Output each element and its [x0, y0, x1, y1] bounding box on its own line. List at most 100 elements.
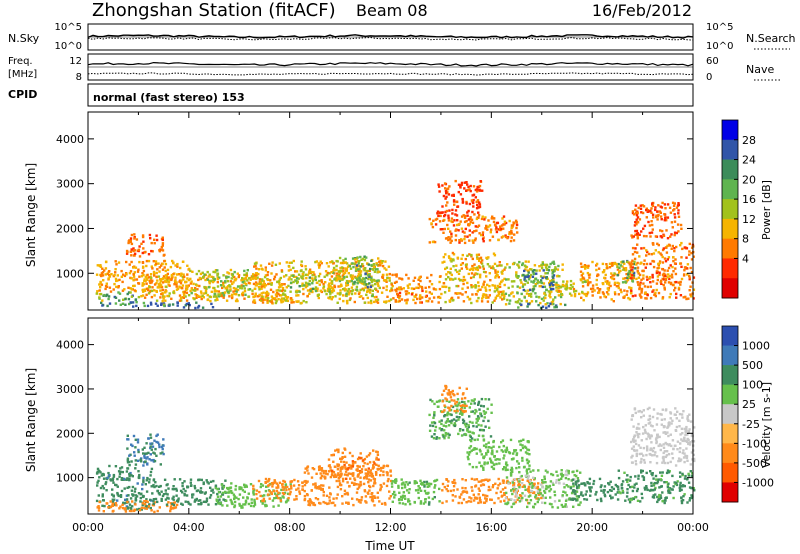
range-cell [551, 505, 554, 509]
range-cell [500, 271, 503, 274]
range-cell [517, 484, 520, 487]
range-cell [164, 274, 168, 277]
range-cell [458, 239, 461, 242]
range-cell [660, 253, 663, 257]
range-cell [476, 257, 479, 260]
range-cell [478, 259, 481, 262]
range-cell [541, 276, 544, 280]
range-cell [231, 274, 235, 277]
range-cell [539, 279, 543, 282]
range-cell [637, 474, 640, 477]
range-cell [354, 276, 357, 280]
range-cell [117, 291, 120, 294]
range-cell [529, 499, 533, 502]
range-cell [630, 286, 633, 290]
range-cell [213, 292, 216, 296]
range-cell [438, 211, 442, 214]
range-cell [273, 278, 276, 281]
range-cell [495, 230, 499, 234]
range-cell [345, 294, 348, 298]
range-cell [361, 257, 365, 261]
range-cell [243, 485, 246, 489]
range-cell [638, 287, 641, 291]
range-cell [198, 284, 201, 288]
range-cell [690, 494, 693, 497]
range-cell [247, 295, 250, 298]
range-cell [547, 290, 550, 293]
range-cell [511, 481, 514, 484]
range-cell [490, 465, 494, 469]
range-cell [603, 489, 606, 492]
range-cell [481, 265, 485, 268]
range-cell [499, 290, 502, 294]
range-cell [551, 481, 554, 485]
range-cell [270, 300, 273, 303]
range-cell [158, 506, 161, 509]
range-cell [679, 244, 682, 247]
range-cell [303, 489, 306, 493]
range-cell [193, 297, 196, 301]
range-cell [522, 273, 525, 277]
range-cell [332, 266, 336, 270]
range-cell [658, 273, 661, 276]
range-cell [367, 467, 370, 470]
range-cell [516, 292, 519, 295]
range-cell [623, 471, 626, 474]
range-cell [475, 447, 478, 451]
range-cell [619, 288, 622, 291]
range-cell [463, 187, 466, 190]
range-cell [128, 475, 131, 478]
range-cell [690, 496, 694, 500]
range-cell [687, 442, 690, 446]
range-cell [419, 275, 422, 278]
range-cell [243, 281, 246, 285]
range-cell [385, 288, 388, 292]
range-cell [462, 498, 466, 501]
range-cell [186, 264, 189, 267]
range-cell [260, 285, 263, 288]
range-cell [685, 247, 689, 250]
range-cell [101, 304, 104, 307]
range-cell [390, 287, 393, 290]
range-cell [443, 260, 446, 263]
range-cell [114, 277, 118, 281]
range-cell [149, 474, 152, 477]
range-cell [138, 275, 141, 278]
range-cell [130, 489, 134, 492]
range-cell [630, 418, 633, 421]
range-cell [576, 480, 579, 483]
range-cell [303, 284, 306, 287]
range-cell [588, 482, 591, 485]
range-cell [332, 497, 335, 500]
range-cell [208, 295, 211, 298]
range-cell [248, 288, 252, 291]
range-cell [509, 472, 513, 476]
range-cell [239, 487, 242, 490]
range-cell [352, 265, 355, 269]
range-cell [600, 489, 603, 492]
range-cell [332, 261, 335, 265]
range-cell [666, 469, 670, 472]
range-cell [586, 283, 590, 287]
range-cell [621, 480, 625, 483]
range-cell [212, 479, 215, 483]
range-cell [557, 264, 560, 268]
range-cell [669, 264, 672, 267]
range-cell [405, 481, 408, 484]
range-cell [512, 239, 516, 242]
range-cell [369, 495, 372, 499]
range-cell [268, 282, 271, 285]
range-cell [353, 300, 356, 304]
range-cell [159, 296, 162, 299]
range-cell [185, 291, 189, 295]
range-cell [109, 500, 112, 503]
range-cell [441, 501, 444, 505]
range-cell [263, 286, 266, 289]
range-cell [543, 489, 546, 493]
range-cell [617, 286, 620, 290]
range-cell [581, 494, 585, 497]
range-cell [111, 498, 114, 501]
range-cell [667, 266, 671, 270]
range-cell [128, 302, 131, 306]
range-cell [686, 273, 689, 276]
